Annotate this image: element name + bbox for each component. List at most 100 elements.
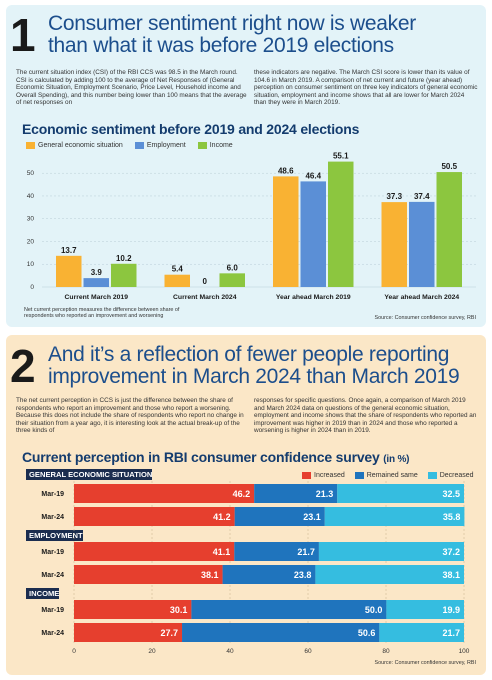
data-label: 3.9 (91, 268, 103, 277)
y-tick-label: 50 (27, 170, 35, 177)
legend-label: Income (209, 142, 233, 149)
body-text-left: The net current perception in CCS is jus… (16, 397, 244, 435)
x-tick-label: 100 (459, 648, 470, 655)
legend-item: Employment (134, 142, 186, 149)
chart-title: Economic sentiment before 2019 and 2024 … (22, 121, 360, 137)
chart-title-text: Current perception in RBI consumer confi… (22, 449, 380, 465)
data-label: 27.7 (160, 628, 178, 638)
bar (436, 172, 462, 287)
row-label: Mar-19 (41, 549, 64, 556)
body-text-left: The current situation index (CSI) of the… (16, 69, 247, 107)
section-number: 2 (10, 340, 36, 392)
row-label: Mar-24 (41, 514, 64, 521)
bar-segment (254, 484, 338, 503)
x-tick-label: Current March 2019 (65, 294, 129, 301)
x-tick-label: Current March 2024 (173, 294, 237, 301)
body-text-right: these indicators are negative. The March… (254, 69, 478, 107)
legend-item: Remained same (354, 472, 418, 479)
section-number: 1 (10, 9, 36, 61)
group-header: INCOME (26, 588, 60, 599)
bar-segment (234, 542, 319, 561)
bar-segment (234, 507, 325, 526)
data-label: 37.2 (442, 547, 460, 557)
x-tick-label: 60 (304, 648, 312, 655)
data-label: 30.1 (170, 605, 188, 615)
bar-segment (191, 600, 387, 619)
bar-segment (182, 623, 380, 642)
headline-line: And it’s a reflection of fewer people re… (48, 343, 450, 366)
x-tick-label: Year ahead March 2019 (276, 294, 351, 301)
y-tick-label: 20 (27, 238, 35, 245)
bar (327, 161, 354, 287)
bar-segment (74, 542, 235, 561)
bar-segment (379, 623, 464, 642)
chart-legend: Increased Remained same Decreased (302, 472, 474, 479)
data-label: 37.3 (386, 192, 402, 201)
data-label: 41.1 (213, 547, 231, 557)
data-label: 41.2 (213, 512, 231, 522)
bar (110, 263, 137, 287)
row-label: Mar-24 (41, 630, 64, 637)
data-label: 19.9 (442, 605, 460, 615)
data-label: 50.0 (365, 605, 383, 615)
x-tick-label: 0 (72, 648, 76, 655)
data-label: 21.3 (316, 489, 334, 499)
x-tick-label: 40 (226, 648, 234, 655)
grouped-bar-chart: 0 10 20 30 40 50 13.7 3.9 10.2 Current March 2019… (27, 152, 476, 301)
chart-note: Net current perception measures the diff… (24, 307, 180, 320)
stacked-bar-chart: 0 20 40 60 80 100 Mar-19 46.2 21.3 32.5 Mar-24 41.2… (41, 481, 470, 655)
bar (164, 274, 191, 287)
data-label: 35.8 (443, 512, 461, 522)
data-label: 23.1 (303, 512, 321, 522)
row-label: Mar-24 (41, 572, 64, 579)
x-tick-label: Year ahead March 2024 (384, 294, 459, 301)
data-label: 50.6 (358, 628, 376, 638)
legend-swatch (354, 472, 364, 479)
legend-label: General economic situation (38, 142, 123, 149)
legend-swatch (134, 142, 144, 149)
data-label: 10.2 (116, 254, 132, 263)
legend-label: Increased (314, 472, 345, 479)
section-headline: And it’s a reflection of fewer people re… (48, 343, 460, 388)
data-label: 23.8 (294, 570, 312, 580)
headline-line: Consumer sentiment right now is weaker (48, 12, 416, 35)
headline-line: than what it was before 2019 elections (48, 34, 394, 57)
data-label: 48.6 (278, 166, 294, 175)
bar-segment (386, 600, 464, 619)
bar (300, 181, 326, 287)
y-tick-label: 0 (30, 284, 34, 291)
y-tick-label: 10 (27, 261, 35, 268)
bar (219, 273, 245, 287)
bar-segment (74, 623, 183, 642)
row-label: Mar-19 (41, 491, 64, 498)
group-header: GENERAL ECONOMIC SITUATION (26, 469, 153, 480)
section-2-panel: 2 And it’s a reflection of fewer people … (6, 335, 486, 675)
legend-swatch (197, 142, 207, 149)
chart-title: Current perception in RBI consumer confi… (22, 449, 410, 465)
data-label: 38.1 (201, 570, 219, 580)
y-tick-label: 30 (27, 216, 35, 223)
x-tick-label: 80 (382, 648, 390, 655)
section-headline: Consumer sentiment right now is weaker t… (48, 13, 416, 57)
chart-source: Source: Consumer confidence survey, RBI (374, 315, 476, 321)
bar-segment (324, 507, 465, 526)
bar-segment (74, 600, 192, 619)
bar-segment (337, 484, 464, 503)
legend-label: Employment (146, 142, 186, 149)
legend-swatch (26, 142, 35, 149)
data-label: 21.7 (297, 547, 315, 557)
legend-item: Decreased (427, 472, 474, 479)
bar (409, 201, 435, 287)
data-label: 6.0 (227, 263, 239, 272)
row-label: Mar-19 (41, 607, 64, 614)
legend-item: Increased (302, 472, 345, 479)
data-label: 55.1 (333, 152, 349, 161)
data-label: 13.7 (61, 246, 77, 255)
legend-label: Decreased (439, 472, 474, 479)
bar-segment (74, 484, 255, 503)
data-label: 37.4 (414, 192, 430, 201)
bar (56, 255, 82, 287)
bar-segment (74, 507, 235, 526)
data-label: 38.1 (442, 570, 460, 580)
legend-item: General economic situation (26, 142, 123, 149)
